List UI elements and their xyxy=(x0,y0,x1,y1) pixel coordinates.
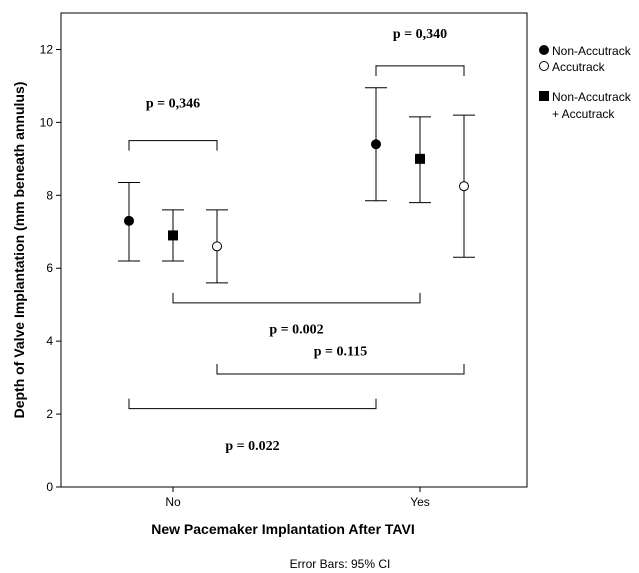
mean-marker-filled-square xyxy=(415,153,425,164)
mean-marker-filled-circle xyxy=(539,45,549,55)
mean-marker-open-circle xyxy=(459,181,469,192)
p-value-bracket xyxy=(128,140,218,151)
y-axis: 0 2 4 6 8 10 12 xyxy=(40,42,61,494)
legend: Non-Accutrack Accutrack Non-Accutrack + Acc… xyxy=(539,44,632,121)
mean-marker-open-circle xyxy=(539,61,549,71)
legend-label: Non-Accutrack xyxy=(552,90,632,104)
y-tick-label: 4 xyxy=(46,334,53,348)
p-value-bracket xyxy=(172,292,421,304)
mean-marker-filled-circle xyxy=(371,139,381,150)
y-tick-label: 10 xyxy=(40,115,54,129)
p-value-label: p = 0.002 xyxy=(269,322,323,337)
p-value-bracket xyxy=(128,398,377,410)
p-value-label: p = 0,346 xyxy=(146,96,200,111)
legend-label: Non-Accutrack xyxy=(552,44,632,58)
legend-label: Accutrack xyxy=(552,60,606,74)
mean-marker-filled-square xyxy=(168,230,178,241)
y-tick-label: 2 xyxy=(46,407,53,421)
y-tick-label: 12 xyxy=(40,42,54,56)
mean-marker-filled-square xyxy=(539,91,549,101)
p-value-label: p = 0.022 xyxy=(225,439,279,454)
p-value-label: p = 0,340 xyxy=(393,27,447,42)
legend-label: + Accutrack xyxy=(552,107,615,121)
y-axis-title: Depth of Valve Implantation (mm beneath … xyxy=(11,82,27,419)
y-tick-label: 0 xyxy=(46,480,53,494)
x-tick-label: Yes xyxy=(410,495,430,509)
y-tick-label: 8 xyxy=(46,188,53,202)
footnote: Error Bars: 95% CI xyxy=(290,557,391,571)
mean-marker-filled-circle xyxy=(124,215,134,226)
significance-brackets: p = 0,346 p = 0,340 p = 0.002 p = 0.115 p = … xyxy=(128,27,465,454)
p-value-label: p = 0.115 xyxy=(314,344,368,359)
x-tick-label: No xyxy=(165,495,181,509)
x-axis-title: New Pacemaker Implantation After TAVI xyxy=(151,521,414,537)
x-axis: No Yes xyxy=(165,487,430,509)
p-value-bracket xyxy=(216,363,465,375)
plot-frame xyxy=(60,12,528,488)
data-marks xyxy=(118,87,475,284)
mean-marker-open-circle xyxy=(212,241,222,252)
y-tick-label: 6 xyxy=(46,261,53,275)
p-value-bracket xyxy=(375,65,465,76)
